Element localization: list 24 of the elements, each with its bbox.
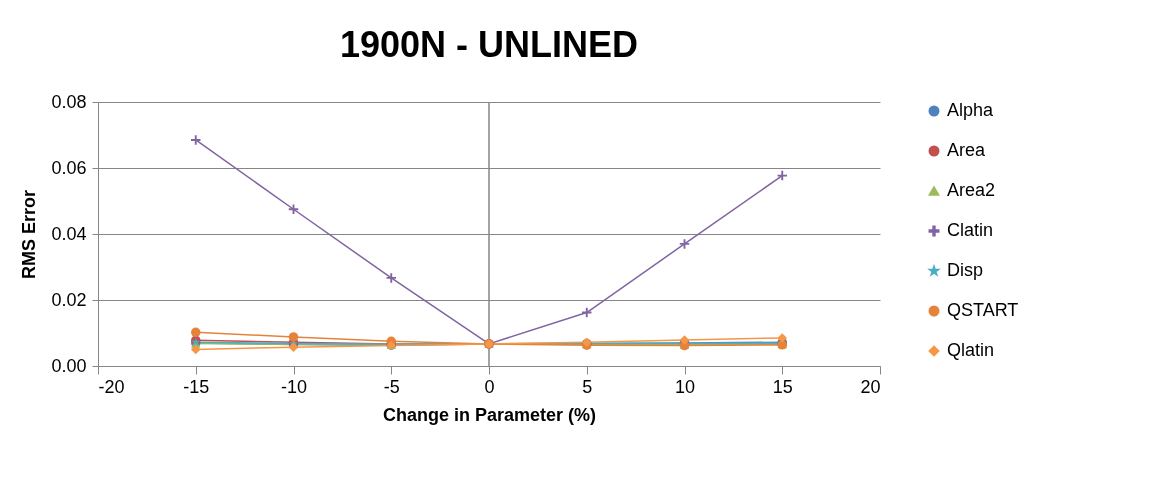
y-tick-label: 0.06 [51,157,87,178]
y-tick-label: 0.08 [51,91,87,112]
legend-label: QSTART [947,300,1019,320]
x-tick-label: 5 [582,376,593,397]
x-tick-label: 0 [484,376,495,397]
legend-label: Qlatin [947,340,995,360]
x-tick-label: 15 [772,376,793,397]
y-axis-title: RMS Error [19,189,40,280]
y-tick-label: 0.00 [51,355,87,376]
legend-label: Alpha [947,100,995,120]
legend-label: Clatin [947,220,994,240]
x-tick-label: -15 [183,376,210,397]
legend-label: Area [947,140,987,160]
y-tick-label: 0.02 [51,289,87,310]
legend-label: Area2 [947,180,996,200]
x-tick-label: -20 [98,376,125,397]
x-tick-label: -10 [280,376,308,397]
chart-title: 1900N - UNLINED [339,24,639,65]
x-tick-label: -5 [383,376,400,397]
y-tick-label: 0.04 [51,223,87,244]
x-tick-label: 10 [674,376,696,397]
x-axis-title: Change in Parameter (%) [382,404,597,425]
x-tick-label: 20 [860,376,881,397]
legend-label: Disp [947,260,984,280]
